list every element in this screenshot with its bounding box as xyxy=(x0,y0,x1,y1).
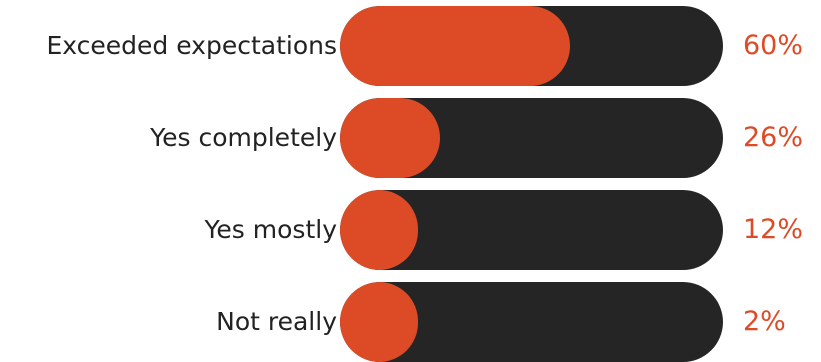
bar-fill xyxy=(340,190,418,270)
value-label: 26% xyxy=(743,122,804,153)
value-label: 60% xyxy=(743,30,804,61)
bar-fill xyxy=(340,98,440,178)
bar-fill xyxy=(340,6,570,86)
category-label: Yes mostly xyxy=(204,215,337,244)
category-label: Not really xyxy=(216,307,337,336)
bar-track xyxy=(340,190,723,270)
bar-track xyxy=(340,6,723,86)
value-label: 2% xyxy=(743,306,786,337)
category-label: Yes completely xyxy=(150,123,337,152)
bar-fill xyxy=(340,282,418,362)
value-label: 12% xyxy=(743,214,804,245)
bar-track xyxy=(340,282,723,362)
bar-track xyxy=(340,98,723,178)
bar-chart: Exceeded expectations 60% Yes completely 26… xyxy=(46,6,804,362)
category-label: Exceeded expectations xyxy=(46,31,338,60)
